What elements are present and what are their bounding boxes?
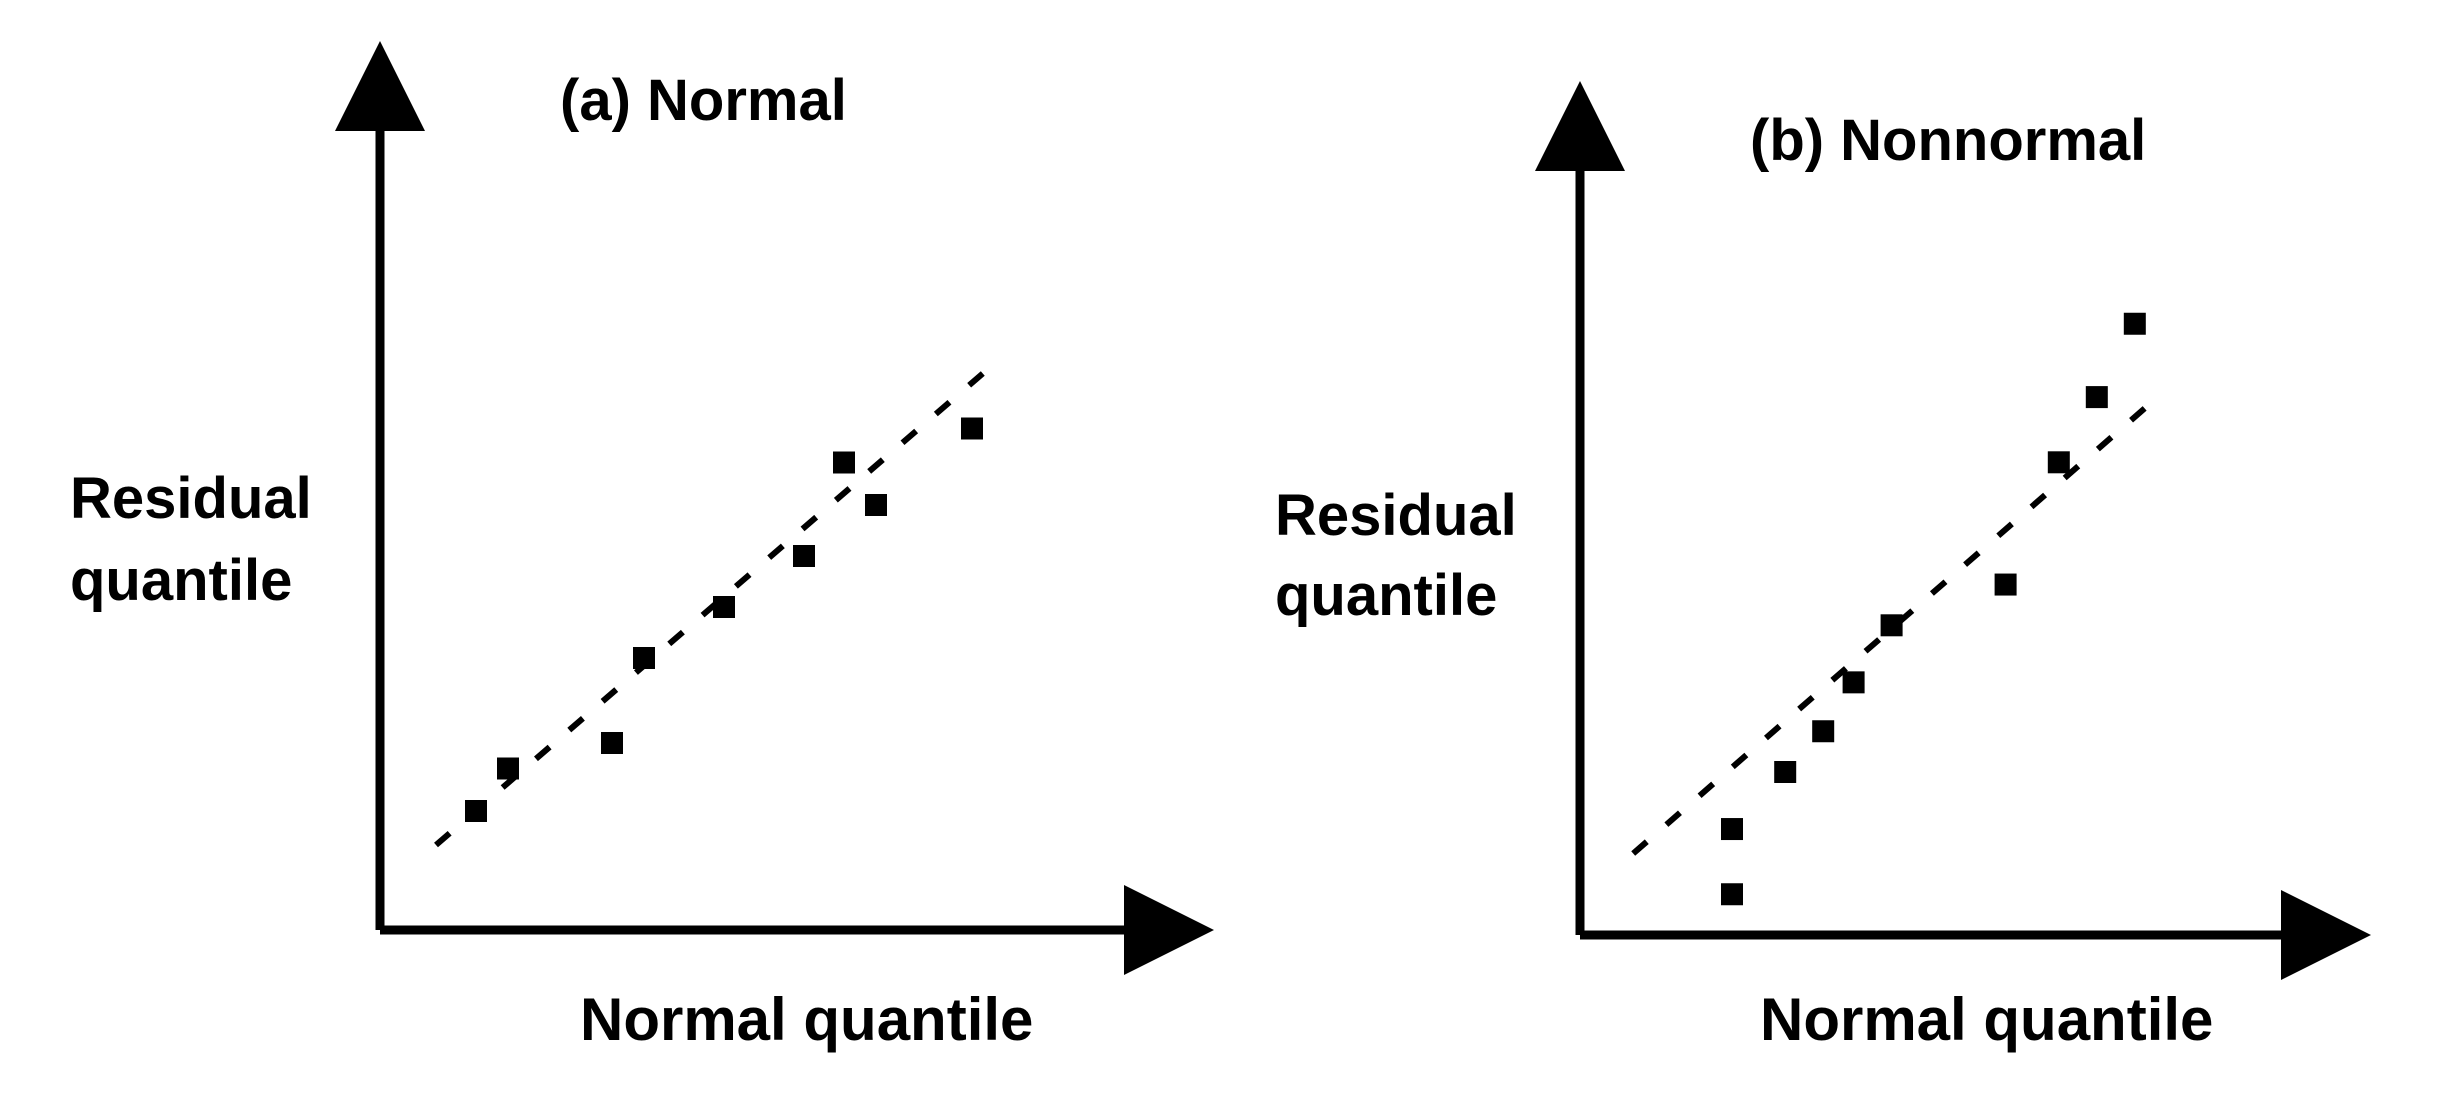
panel-a-x-axis-label: Normal quantile: [580, 986, 1033, 1053]
panel-b-data-point-1: [1721, 883, 1743, 906]
panel-a-data-point-1: [465, 800, 487, 822]
panel-b-x-axis-label: Normal quantile: [1760, 986, 2213, 1053]
panel-a-y-axis-label-line1: Residual: [70, 466, 312, 531]
panel-b-y-axis-label-line2: quantile: [1275, 563, 1497, 628]
panel-b-data-point-6: [1880, 614, 1903, 637]
panel-b-data-point-8: [2047, 451, 2070, 474]
panel-b-data-point-5: [1842, 671, 1865, 694]
panel-b-data-point-9: [2085, 386, 2108, 409]
panel-b-y-axis-label-line1: Residual: [1275, 483, 1517, 548]
panel-a-data-point-9: [961, 417, 983, 440]
panel-a: (a) Normal Normal quantile Residual quan…: [70, 41, 1214, 1053]
panel-b: (b) Nonnormal Normal quantile Residual q…: [1275, 81, 2371, 1053]
panel-a-y-axis-label-line2: quantile: [70, 548, 292, 613]
panel-a-title: (a) Normal: [560, 68, 847, 133]
panel-b-data-point-3: [1774, 761, 1797, 783]
panel-a-reference-line: [434, 366, 990, 848]
panel-a-data-point-3: [601, 732, 623, 754]
panel-b-data-point-4: [1812, 720, 1835, 743]
panel-a-data-point-6: [793, 545, 815, 567]
panel-a-data-point-7: [833, 451, 855, 474]
panel-a-plot-area: [434, 366, 990, 848]
panel-b-data-point-10: [2123, 312, 2146, 335]
panel-a-data-point-2: [497, 757, 519, 780]
panel-b-plot-area: [1631, 312, 2160, 906]
panel-b-reference-line: [1631, 394, 2160, 856]
panel-b-title: (b) Nonnormal: [1750, 108, 2146, 173]
panel-a-data-point-4: [633, 647, 655, 669]
panel-a-data-point-5: [713, 596, 735, 618]
panel-b-data-point-7: [1994, 573, 2017, 596]
panel-b-data-point-2: [1721, 818, 1743, 841]
panel-a-data-point-8: [865, 494, 887, 516]
